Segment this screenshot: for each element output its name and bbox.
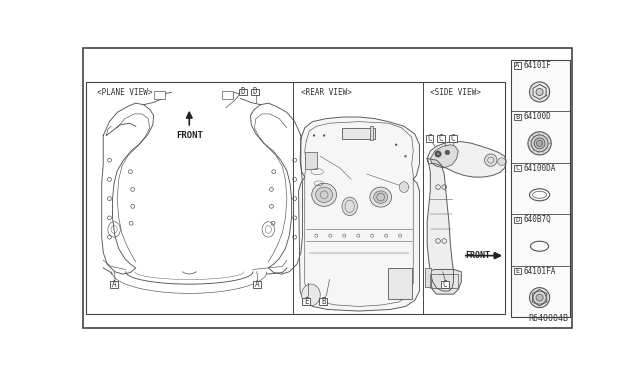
Circle shape (498, 158, 506, 166)
Circle shape (435, 151, 441, 157)
Text: 64100D: 64100D (524, 112, 551, 121)
Bar (370, 126, 373, 140)
Text: <REAR VIEW>: <REAR VIEW> (301, 88, 352, 97)
Circle shape (404, 155, 406, 157)
Circle shape (395, 144, 397, 146)
Bar (514, 114, 521, 120)
Circle shape (534, 138, 545, 149)
Bar (426, 135, 433, 142)
Text: E: E (304, 297, 308, 306)
Bar (514, 165, 521, 171)
Bar (437, 135, 445, 142)
Circle shape (313, 134, 316, 137)
Bar (319, 298, 327, 305)
Circle shape (536, 89, 543, 96)
Bar (239, 89, 246, 96)
Text: C: C (515, 165, 520, 171)
Bar (154, 91, 165, 99)
Ellipse shape (301, 284, 320, 306)
Bar (441, 281, 449, 288)
Bar (253, 281, 260, 288)
Bar (514, 217, 521, 223)
Ellipse shape (316, 187, 333, 202)
Circle shape (533, 291, 546, 304)
Polygon shape (430, 145, 458, 168)
Polygon shape (298, 117, 419, 311)
Text: C: C (443, 280, 447, 289)
Circle shape (484, 154, 497, 166)
Polygon shape (428, 269, 461, 294)
Text: 64100DA: 64100DA (524, 164, 556, 173)
Text: <PLANE VIEW>: <PLANE VIEW> (97, 88, 152, 97)
Text: 64101FA: 64101FA (524, 267, 556, 276)
Text: FRONT: FRONT (465, 251, 490, 260)
Bar (425, 268, 431, 287)
Bar (222, 91, 233, 99)
Bar (252, 89, 259, 96)
Text: C: C (428, 134, 432, 143)
Text: 640B7Q: 640B7Q (524, 215, 551, 224)
Circle shape (531, 135, 548, 152)
Circle shape (436, 153, 440, 155)
Circle shape (536, 140, 543, 147)
Bar (388, 268, 412, 299)
Text: 64101F: 64101F (524, 61, 551, 70)
Text: C: C (439, 134, 444, 143)
Circle shape (529, 82, 550, 102)
Circle shape (323, 134, 325, 137)
Text: B: B (515, 114, 520, 120)
Bar (430, 274, 458, 288)
Ellipse shape (374, 191, 388, 203)
Text: A: A (254, 280, 259, 289)
Text: C: C (451, 134, 455, 143)
Bar (303, 298, 310, 305)
Circle shape (529, 288, 550, 308)
Circle shape (445, 150, 450, 155)
Bar (511, 60, 570, 317)
Text: D: D (515, 217, 520, 223)
Text: D: D (253, 87, 257, 96)
Text: A: A (515, 62, 520, 68)
Text: E: E (515, 268, 520, 274)
Text: <SIDE VIEW>: <SIDE VIEW> (430, 88, 481, 97)
Ellipse shape (342, 197, 358, 216)
Text: FRONT: FRONT (176, 131, 203, 140)
Text: A: A (112, 280, 116, 289)
Ellipse shape (312, 183, 337, 206)
Text: D: D (241, 87, 245, 96)
Bar (342, 128, 374, 139)
Polygon shape (428, 158, 454, 291)
Bar (514, 62, 521, 68)
Circle shape (528, 132, 551, 155)
Ellipse shape (370, 187, 392, 207)
Circle shape (536, 294, 543, 301)
Bar (305, 153, 317, 169)
Bar (110, 281, 118, 288)
Bar (449, 135, 457, 142)
Text: R640004B: R640004B (528, 314, 568, 323)
Ellipse shape (399, 182, 408, 192)
Bar (86, 81, 505, 314)
Text: B: B (321, 297, 326, 306)
Polygon shape (428, 142, 506, 177)
Bar (514, 268, 521, 274)
